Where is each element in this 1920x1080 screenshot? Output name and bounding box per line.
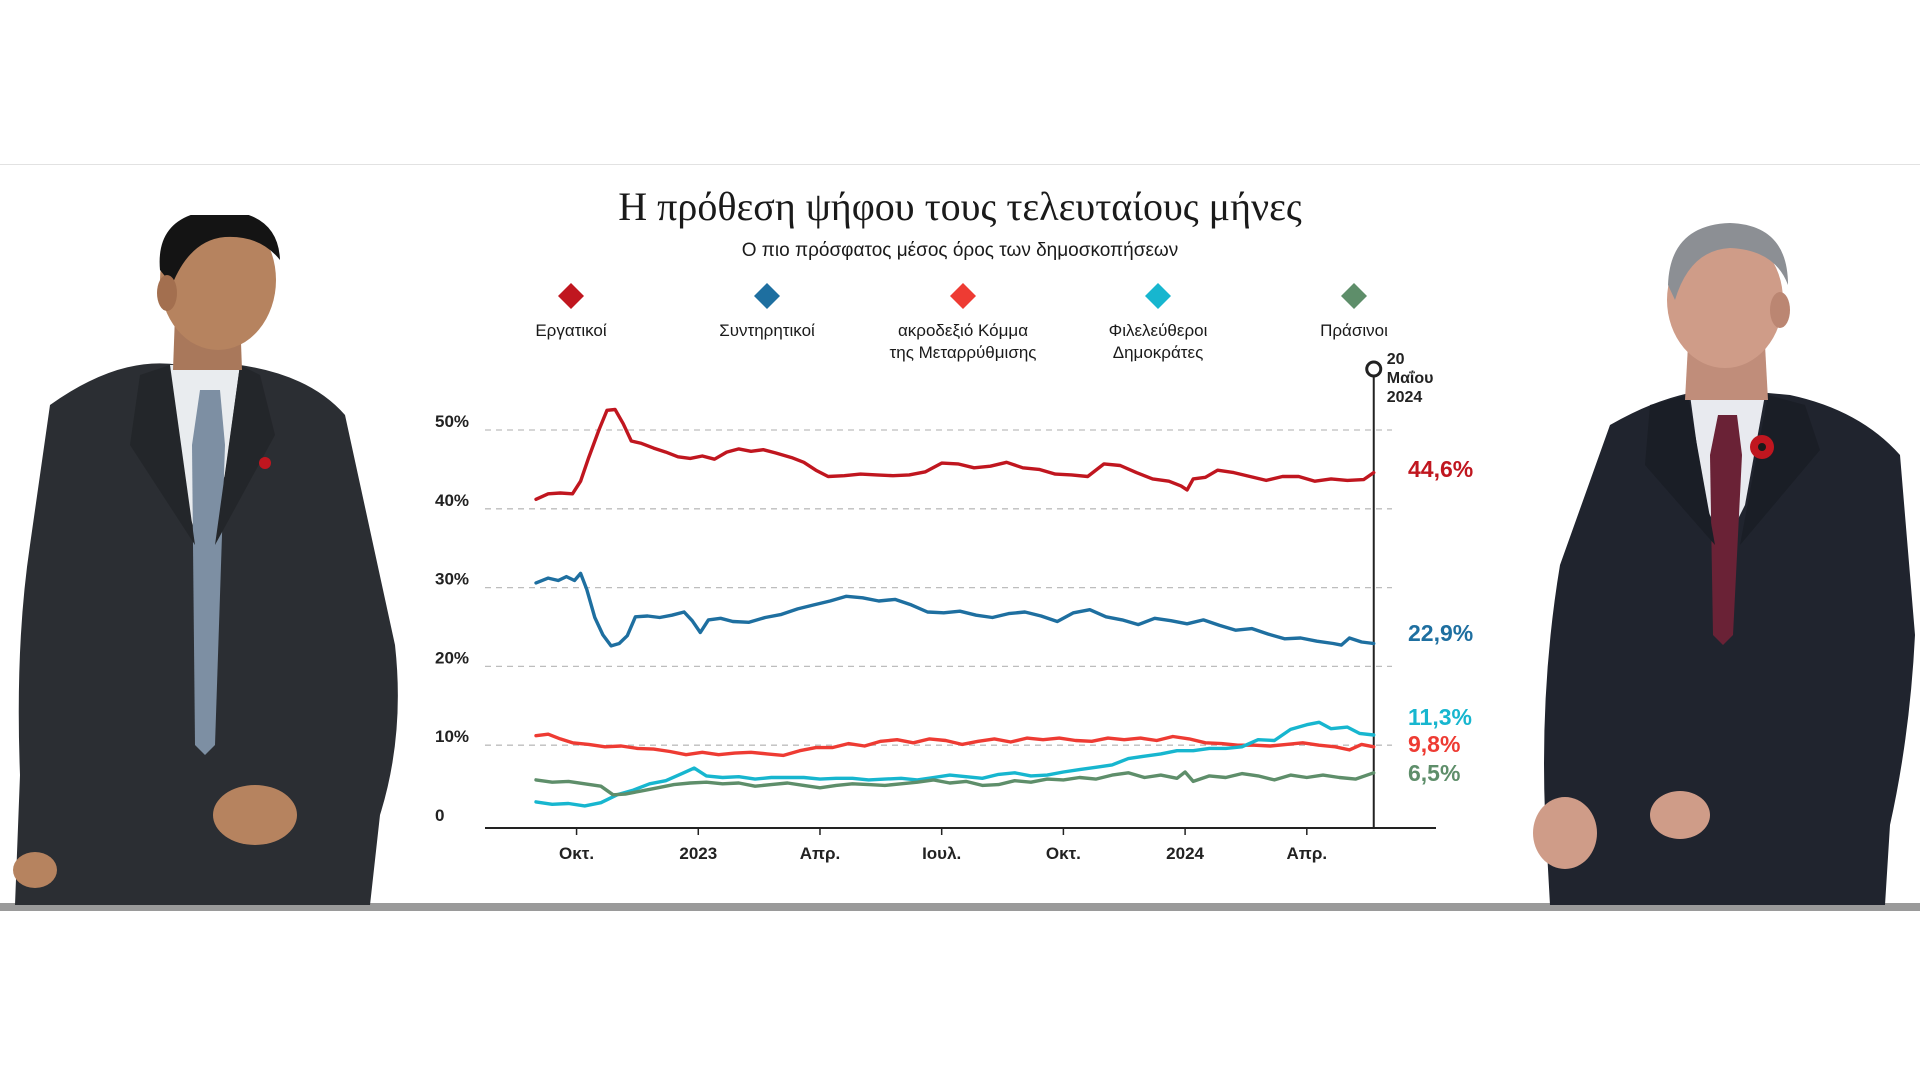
series-line-libdem [534, 720, 1376, 808]
chart-title: Η πρόθεση ψήφου τους τελευταίους μήνες [618, 184, 1302, 229]
end-label-reform: 9,8% [1408, 731, 1460, 757]
left-person-photo [13, 215, 398, 905]
grid [485, 429, 1392, 746]
x-tick-label: 2023 [679, 844, 717, 863]
y-tick-label: 50% [435, 412, 469, 431]
end-labels: 44,6% 22,9% 9,8%11,3% 6,5% [1408, 456, 1473, 786]
end-label-conservative: 22,9% [1408, 620, 1473, 646]
y-tick-label: 30% [435, 570, 469, 589]
legend-label-libdem: Φιλελεύθεροι Δημοκράτες [1109, 321, 1208, 362]
y-axis: 0 10% 20% 30% 40% 50% [435, 412, 469, 825]
legend: Εργατικοί Συντηρητικοί ακροδεξιό Κόμμα της … [535, 283, 1388, 362]
series-line-labour [534, 407, 1376, 501]
marker-dot [1365, 360, 1383, 378]
end-label-libdem: 11,3% [1408, 704, 1472, 730]
legend-label-conservative: Συντηρητικοί [719, 321, 815, 340]
legend-swatch-libdem [1145, 283, 1171, 309]
date-marker: 20 Μαΐου 2024 [1365, 351, 1434, 828]
x-axis: Οκτ. 2023 Απρ. Ιουλ. Οκτ. 2024 Απρ. [485, 827, 1436, 863]
legend-swatch-conservative [754, 283, 780, 309]
series-line-reform [534, 732, 1376, 758]
x-tick-label: Οκτ. [1046, 844, 1081, 863]
right-person-photo [1533, 223, 1915, 905]
series-line-green [534, 770, 1376, 797]
series-line-conservative [534, 571, 1376, 648]
x-tick-label: Ιουλ. [922, 844, 961, 863]
legend-swatch-green [1341, 283, 1367, 309]
end-label-labour: 44,6% [1408, 456, 1473, 482]
x-tick-label: Απρ. [1287, 844, 1328, 863]
marker-label: 20 Μαΐου 2024 [1387, 351, 1434, 406]
y-tick-label: 10% [435, 727, 469, 746]
bottom-rule [0, 903, 1920, 911]
chart-subtitle: Ο πιο πρόσφατος μέσος όρος των δημοσκοπή… [741, 240, 1179, 261]
legend-swatch-labour [558, 283, 584, 309]
legend-swatch-reform [950, 283, 976, 309]
x-tick-label: Απρ. [800, 844, 841, 863]
legend-label-labour: Εργατικοί [535, 321, 607, 340]
y-tick-label: 40% [435, 491, 469, 510]
legend-label-green: Πράσινοι [1320, 321, 1388, 340]
end-label-green: 6,5% [1408, 760, 1460, 786]
x-tick-label: 2024 [1166, 844, 1204, 863]
series-group [534, 407, 1376, 808]
y-tick-label: 20% [435, 648, 469, 667]
y-tick-label: 0 [435, 806, 444, 825]
legend-label-reform: ακροδεξιό Κόμμα της Μεταρρύθμισης [890, 321, 1037, 362]
x-tick-label: Οκτ. [559, 844, 594, 863]
